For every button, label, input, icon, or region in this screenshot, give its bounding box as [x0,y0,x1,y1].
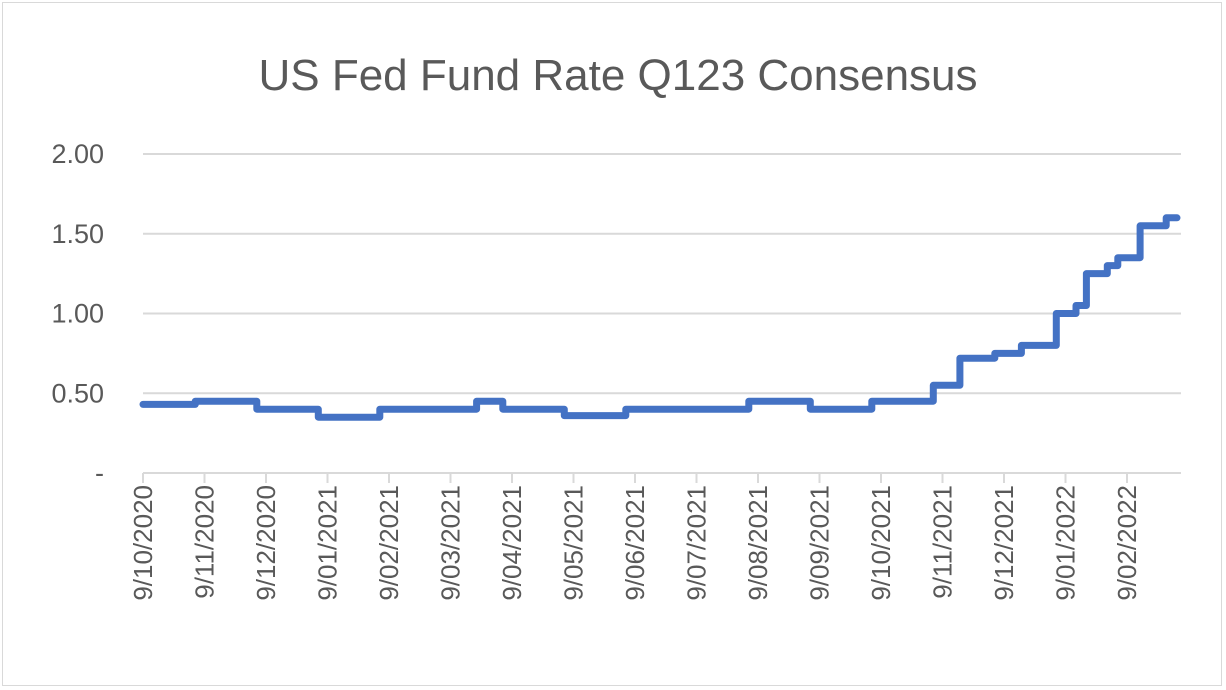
y-tick-label: 2.00 [51,139,104,169]
x-tick-label: 9/02/2021 [374,485,404,601]
x-tick-label: 9/09/2021 [805,485,835,601]
y-tick-label: 0.50 [51,378,104,408]
series-layer [139,214,1181,421]
series-line [139,214,1181,421]
x-tick-label: 9/01/2022 [1051,485,1081,601]
x-tick-label: 9/12/2021 [989,485,1019,601]
y-tick-label: 1.00 [51,299,104,329]
x-tick-label: 9/07/2021 [682,485,712,601]
gridlines [143,153,1181,395]
x-tick-label: 9/10/2021 [866,485,896,601]
x-tick-label: 9/02/2022 [1112,485,1142,601]
chart-title: US Fed Fund Rate Q123 Consensus [258,51,977,100]
y-tick-label: - [95,458,104,488]
x-tick-label: 9/10/2020 [128,485,158,601]
x-tick-label: 9/11/2021 [928,485,958,599]
x-axis-ticks: 9/10/2020 9/11/2020 9/12/2020 9/01/2021 9/02… [128,473,1142,601]
x-tick-label: 9/04/2021 [497,485,527,601]
y-axis-ticks: - 0.50 1.00 1.50 2.00 [51,139,104,488]
y-tick-label: 1.50 [51,219,104,249]
x-tick-label: 9/03/2021 [436,485,466,601]
x-tick-label: 9/06/2021 [620,485,650,601]
x-tick-label: 9/11/2020 [190,485,220,599]
x-tick-label: 9/08/2021 [743,485,773,601]
x-tick-label: 9/12/2020 [251,485,281,601]
x-tick-label: 9/05/2021 [559,485,589,601]
x-tick-label: 9/01/2021 [313,485,343,601]
